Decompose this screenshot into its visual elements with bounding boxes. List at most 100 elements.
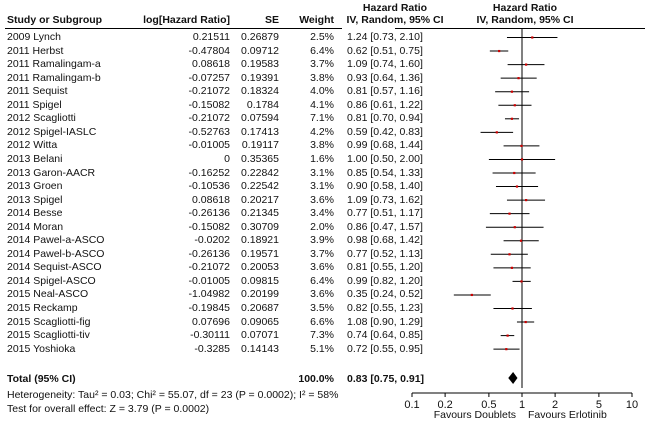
study-weight: 3.8% [310,71,334,84]
study-se: 0.20199 [241,288,279,301]
study-ci: 0.98 [0.68, 1.42] [347,234,423,247]
point-estimate [513,226,516,229]
study-loghr: -0.21072 [188,112,230,125]
study-loghr: 0.07696 [192,315,230,328]
study-se: 0.22542 [241,180,279,193]
study-loghr: -0.15082 [188,220,230,233]
study-weight: 3.4% [310,207,334,220]
study-loghr: -0.52763 [188,125,230,138]
study-loghr: -0.16252 [188,166,230,179]
study-se: 0.26879 [241,31,279,43]
study-name: 2015 Scagliotti-tiv [7,329,90,342]
study-loghr: -0.21072 [188,261,230,274]
study-se: 0.20053 [241,261,279,274]
study-loghr: -0.19845 [188,302,230,314]
study-se: 0.18324 [241,85,279,98]
study-name: 2013 Belani [7,152,63,165]
study-loghr: -0.47804 [188,44,230,57]
study-name: 2011 Spigel [7,98,62,111]
study-weight: 3.7% [310,58,334,71]
point-estimate [505,348,508,351]
study-name: 2011 Sequist [7,85,68,98]
total-label: Total (95% CI) [7,373,76,385]
header-se: SE [264,14,279,26]
study-weight: 6.6% [310,315,334,328]
study-loghr: -0.01005 [188,274,230,287]
study-ci: 1.09 [0.74, 1.60] [347,58,423,71]
study-name: 2013 Garon-AACR [7,166,96,179]
header-study: Study or Subgroup [7,14,103,26]
header-hr-title-right: Hazard Ratio [492,2,558,14]
study-loghr: -0.26136 [188,207,230,220]
study-ci: 1.00 [0.50, 2.00] [347,152,423,165]
header-hr-title-left: Hazard Ratio [362,2,428,14]
header-hr-method-left: IV, Random, 95% CI [346,14,444,26]
x-tick-label: 0.5 [481,399,496,411]
study-weight: 3.6% [310,261,334,274]
study-name: 2012 Spigel-IASLC [7,125,97,138]
study-ci: 0.82 [0.55, 1.23] [347,302,423,314]
study-ci: 0.77 [0.52, 1.13] [347,247,423,260]
heterogeneity-text: Heterogeneity: Tau² = 0.03; Chi² = 55.07… [7,389,339,401]
study-se: 0.18921 [241,234,279,247]
point-estimate [513,171,516,175]
study-loghr: 0.21511 [192,31,230,43]
total-weight: 100.0% [298,373,334,385]
study-ci: 1.09 [0.73, 1.62] [347,193,423,206]
study-name: 2011 Ramalingam-b [7,71,101,84]
study-loghr: 0.08618 [192,193,230,206]
study-ci: 0.93 [0.64, 1.36] [347,71,423,84]
study-se: 0.17413 [241,125,279,138]
study-se: 0.20217 [241,193,279,206]
study-ci: 1.24 [0.73, 2.10] [347,31,423,43]
study-name: 2012 Witta [7,139,58,152]
study-se: 0.30709 [241,220,279,233]
study-ci: 0.90 [0.58, 1.40] [347,180,423,193]
study-ci: 0.86 [0.61, 1.22] [347,98,423,111]
study-se: 0.07071 [241,329,279,342]
point-estimate [520,144,523,147]
study-name: 2011 Ramalingam-a [7,58,101,71]
overall-effect-text: Test for overall effect: Z = 3.79 (P = 0… [7,403,210,415]
study-loghr: -0.15082 [188,98,230,111]
study-loghr: -0.30111 [190,329,230,342]
point-estimate [525,199,528,202]
study-ci: 0.72 [0.55, 0.95] [347,342,423,355]
study-name: 2015 Scagliotti-fig [7,315,91,328]
study-weight: 1.6% [310,152,334,165]
point-estimate [517,77,520,80]
point-estimate [508,253,511,256]
favours-left-label: Favours Doublets [434,409,516,421]
study-name: 2014 Spigel-ASCO [7,274,96,287]
study-weight: 3.1% [310,166,334,179]
study-name: 2012 Scagliotti [7,112,76,125]
study-loghr: -1.04982 [188,288,230,301]
point-estimate [524,320,527,324]
study-ci: 0.62 [0.51, 0.75] [347,44,423,57]
study-se: 0.22842 [241,166,279,179]
study-ci: 0.77 [0.51, 1.17] [347,207,423,220]
favours-right-label: Favours Erlotinib [528,409,607,421]
study-name: 2015 Neal-ASCO [7,288,89,301]
study-name: 2009 Lynch [7,31,61,43]
study-name: 2014 Pawel-b-ASCO [7,247,105,260]
study-name: 2013 Groen [7,180,63,193]
point-estimate [510,266,514,269]
study-loghr: -0.3285 [194,342,230,355]
x-tick-label: 2 [552,399,558,411]
total-diamond [508,372,518,384]
header-hr-method-right: IV, Random, 95% CI [476,14,574,26]
study-ci: 0.99 [0.68, 1.44] [347,139,423,152]
study-name: 2011 Herbst [7,44,64,57]
study-name: 2013 Spigel [7,193,63,206]
total-ci: 0.83 [0.75, 0.91] [347,373,425,385]
study-se: 0.14143 [241,342,279,355]
study-loghr: -0.21072 [188,85,230,98]
point-estimate [525,63,528,66]
study-loghr: 0.08618 [192,58,230,71]
study-se: 0.19391 [241,71,279,84]
study-name: 2015 Reckamp [7,302,78,314]
study-name: 2014 Moran [7,220,64,233]
point-estimate [508,212,511,215]
point-estimate [520,158,524,161]
